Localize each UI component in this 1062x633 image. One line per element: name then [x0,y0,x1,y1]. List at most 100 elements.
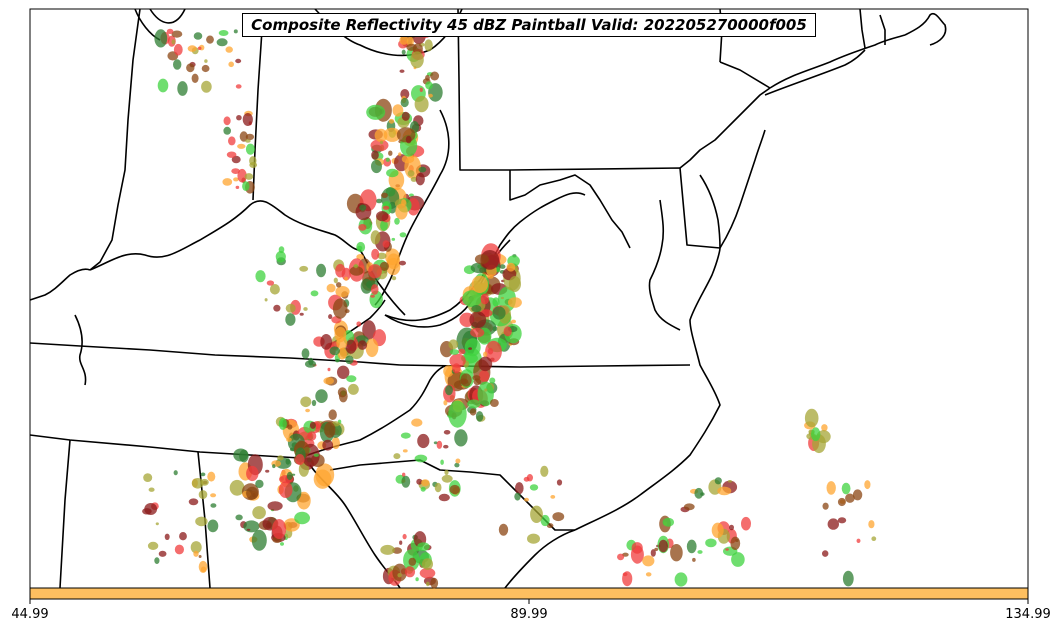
reflectivity-blob [327,367,331,372]
reflectivity-blob [399,540,403,545]
reflectivity-blob [683,503,695,511]
reflectivity-blob [650,549,656,557]
reflectivity-blob [477,381,494,407]
ny-pa-border [679,87,771,169]
reflectivity-blob [692,557,696,562]
reflectivity-blob [408,193,414,197]
reflectivity-blob [394,217,400,225]
reflectivity-blob [674,572,688,587]
reflectivity-blob [845,493,855,503]
reflectivity-blob [527,533,540,544]
reflectivity-blob [301,348,310,359]
sc-coast [504,529,576,589]
reflectivity-blob [414,454,428,463]
reflectivity-blob [496,266,501,273]
reflectivity-blob [174,544,184,555]
reflectivity-blob [827,518,839,530]
delaware-bay [699,174,721,249]
reflectivity-blob [294,511,310,525]
reflectivity-blob [377,252,387,260]
reflectivity-blob [349,266,364,276]
wv-virginia-border [509,170,631,249]
reflectivity-blob [359,204,367,211]
reflectivity-blob [286,471,293,481]
reflectivity-blob [443,444,449,449]
reflectivity-blob [686,539,697,554]
reflectivity-blob [480,293,489,305]
reflectivity-blob [868,520,875,529]
reflectivity-blob [387,253,401,270]
reflectivity-blob [622,571,633,587]
colorbar-tick-label-min: 44.99 [11,607,49,622]
reflectivity-blob [842,570,854,587]
reflectivity-blob [483,351,488,358]
reflectivity-blob [420,486,426,492]
reflectivity-blob [356,241,366,253]
reflectivity-blob [374,128,388,142]
reflectivity-blob [694,487,704,499]
reflectivity-blob [266,280,275,286]
reflectivity-blob [711,522,724,538]
reflectivity-blob [471,275,488,293]
mass-coast [904,12,947,46]
reflectivity-blob [246,528,251,531]
reflectivity-blob [417,433,430,449]
reflectivity-blob [399,232,407,238]
wv-virginia-southwest [384,192,586,322]
reflectivity-blob [157,78,169,93]
reflectivity-blob [478,370,490,382]
reflectivity-blob [345,355,354,365]
reflectivity-blob [303,307,308,311]
reflectivity-blob [841,482,851,495]
reflectivity-blob [421,479,430,487]
reflectivity-blob [385,157,390,162]
indiana-ohio-border [252,29,263,201]
reflectivity-blob [371,159,382,174]
ny-top [719,61,771,89]
reflectivity-blob [265,469,270,473]
reflectivity-blob [540,465,549,477]
atlantic-coast [574,247,721,531]
reflectivity-blob [478,356,493,372]
reflectivity-blob [313,453,319,457]
reflectivity-blob [246,465,259,482]
reflectivity-blob [399,260,406,266]
chesapeake-bay [648,199,681,331]
reflectivity-blob [316,263,327,278]
reflectivity-blob [714,477,722,485]
reflectivity-blob [492,297,500,307]
reflectivity-blob [811,427,821,442]
reflectivity-blob [404,566,416,578]
illinois-west-edge [29,268,91,301]
reflectivity-blob [237,143,246,149]
reflectivity-blob [443,365,454,377]
reflectivity-blob [440,459,444,465]
reflectivity-blob [471,305,482,313]
reflectivity-blob [408,557,417,566]
reflectivity-blob [358,224,367,231]
reflectivity-blob [345,339,357,354]
reflectivity-blob [154,29,168,48]
reflectivity-blob [295,454,305,465]
reflectivity-blob [360,278,373,294]
reflectivity-blob [382,240,390,248]
reflectivity-blob [299,265,309,272]
reflectivity-blob [392,104,404,117]
reflectivity-blob [229,479,245,496]
reflectivity-blob [173,43,183,56]
reflectivity-blob [856,538,861,543]
reflectivity-blob [731,552,745,567]
reflectivity-blob [697,550,703,554]
colorbar-tick-label-max: 134.99 [1005,607,1051,622]
reflectivity-blob [171,39,176,45]
colorbar [29,587,1029,600]
reflectivity-blob [380,220,388,232]
reflectivity-paintball-layer [142,13,877,589]
reflectivity-blob [443,430,451,435]
reflectivity-blob [251,529,267,551]
reflectivity-blob [311,399,317,407]
reflectivity-blob [430,577,439,589]
reflectivity-blob [852,489,863,501]
reflectivity-blob [273,304,281,312]
